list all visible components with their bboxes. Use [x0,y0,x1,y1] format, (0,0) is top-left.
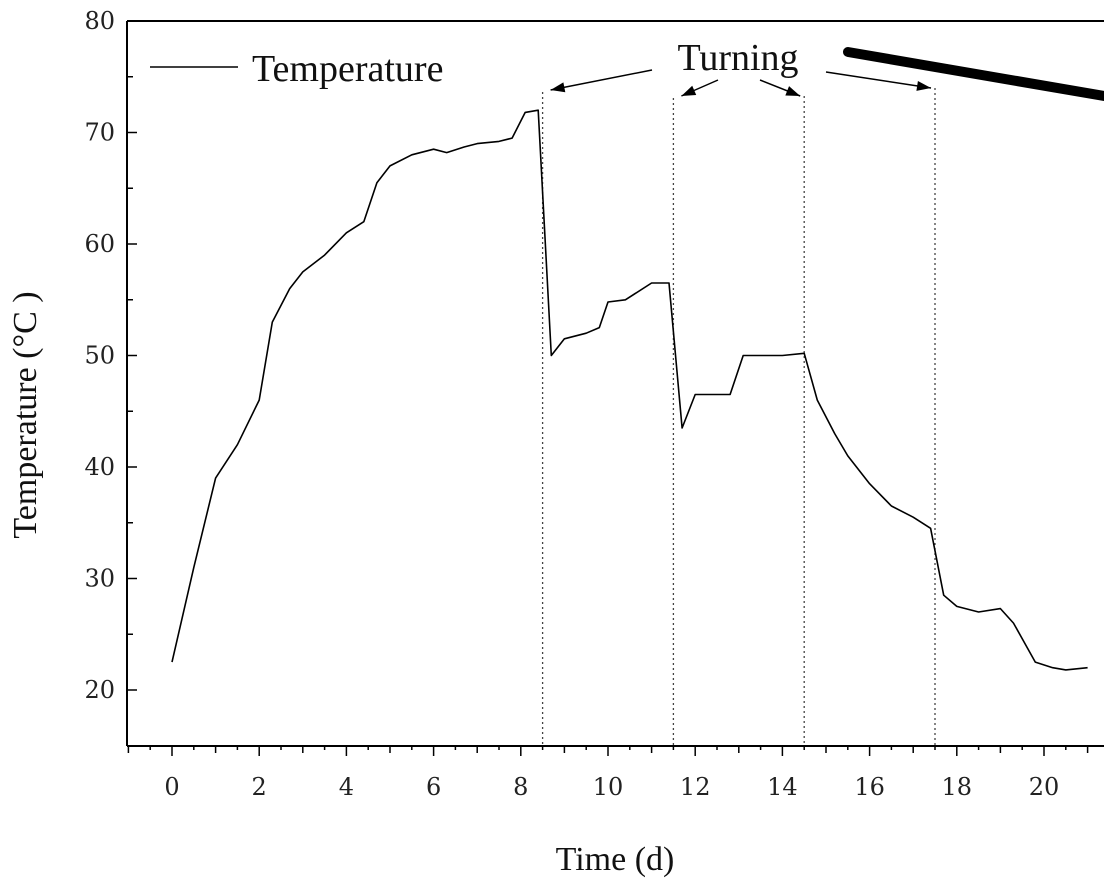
legend: Temperature [150,48,443,90]
turning-arrow-head [681,85,697,96]
decorative-black-bar [843,47,1104,101]
x-tick-label: 8 [513,773,528,801]
y-tick-label: 50 [84,342,115,370]
x-axis-title: Time (d) [556,841,675,878]
turning-arrow-head [916,80,931,91]
x-tick-label: 14 [767,773,798,801]
x-tick-label: 18 [942,773,973,801]
turning-label: Turning [677,37,798,79]
x-tick-label: 6 [426,773,441,801]
y-tick-label: 20 [84,676,115,704]
x-tick-label: 16 [854,773,885,801]
series-group [171,109,1088,671]
turning-arrows [550,69,932,97]
x-tick-label: 20 [1029,773,1060,801]
x-tick-label: 2 [252,773,267,801]
plot-frame [126,20,1104,747]
series-temperature-line [171,109,1088,671]
y-tick-label: 40 [84,453,115,481]
y-tick-label: 60 [84,230,115,258]
turning-arrow-head [785,86,801,96]
y-tick-label: 70 [84,119,115,147]
turning-arrow-line [550,69,653,91]
turning-annotation: Turning [550,37,1104,101]
turning-lines [541,88,936,746]
turning-arrow-line [825,71,932,89]
y-axis-ticks: 20 30 40 50 60 70 80 [84,7,137,747]
x-tick-label: 12 [680,773,711,801]
y-axis-title: Temperature (°C ) [7,291,44,538]
x-axis-ticks: 0 2 4 6 8 10 12 14 16 18 20 [127,746,1089,801]
x-tick-label: 0 [164,773,179,801]
x-tick-label: 4 [339,773,354,801]
x-tick-label: 10 [593,773,624,801]
legend-label-temperature: Temperature [252,48,443,90]
y-tick-label: 80 [84,7,115,35]
turning-arrow-head [550,82,566,93]
y-tick-label: 30 [84,565,115,593]
